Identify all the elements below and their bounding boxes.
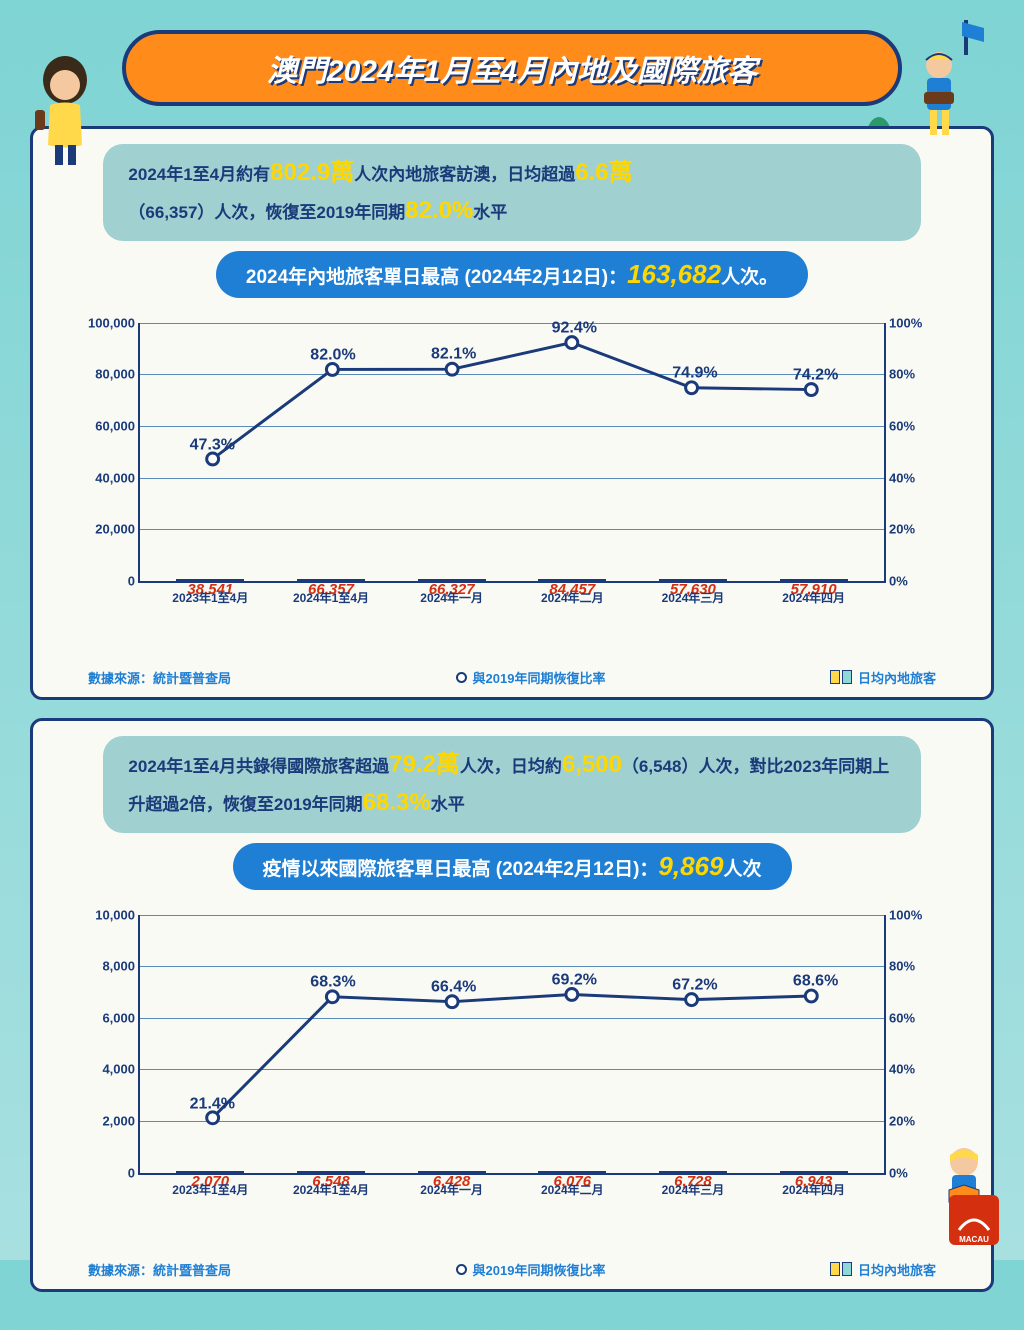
y-tick-left: 60,000 [80, 418, 135, 433]
bar: 6,076 [538, 1171, 606, 1173]
legend-bar: 日均內地旅客 [830, 668, 936, 687]
bar: 6,943 [780, 1171, 848, 1173]
x-tick: 2024年三月 [633, 589, 753, 606]
y-tick-left: 20,000 [80, 522, 135, 537]
bar: 57,910 [780, 579, 848, 581]
x-tick: 2024年二月 [512, 1181, 632, 1198]
y-tick-right: 80% [889, 959, 939, 974]
bar: 6,548 [297, 1171, 365, 1173]
y-tick-left: 100,000 [80, 315, 135, 330]
mainland-panel: 2024年1至4月約有802.9萬人次內地旅客訪澳，日均超過6.6萬 （66,3… [30, 126, 994, 700]
international-chart: 00%2,00020%4,00040%6,00060%8,00080%10,00… [78, 905, 946, 1225]
bar: 66,327 [418, 579, 486, 581]
y-tick-right: 20% [889, 522, 939, 537]
y-tick-left: 0 [80, 573, 135, 588]
x-tick: 2024年1至4月 [271, 1181, 391, 1198]
girl-character-icon [20, 50, 120, 170]
y-tick-right: 20% [889, 1113, 939, 1128]
y-tick-left: 80,000 [80, 367, 135, 382]
legend-line: 與2019年同期恢復比率 [456, 668, 606, 687]
x-tick: 2024年四月 [754, 1181, 874, 1198]
pct-label: 82.0% [310, 346, 355, 364]
bar: 66,357 [297, 579, 365, 581]
y-tick-right: 60% [889, 418, 939, 433]
y-tick-left: 40,000 [80, 470, 135, 485]
source-text: 數據來源：統計暨普查局 [88, 1260, 231, 1279]
macau-logo-icon: MACAU [949, 1195, 999, 1245]
svg-text:MACAU: MACAU [959, 1235, 989, 1244]
x-tick: 2024年二月 [512, 589, 632, 606]
y-tick-left: 0 [80, 1165, 135, 1180]
y-tick-right: 0% [889, 573, 939, 588]
x-tick: 2024年三月 [633, 1181, 753, 1198]
x-tick: 2023年1至4月 [150, 589, 270, 606]
pct-label: 66.4% [431, 979, 476, 997]
pct-label: 74.9% [672, 365, 717, 383]
source-text: 數據來源：統計暨普查局 [88, 668, 231, 687]
x-tick: 2024年四月 [754, 589, 874, 606]
pct-label: 21.4% [190, 1096, 235, 1114]
y-tick-left: 8,000 [80, 959, 135, 974]
y-tick-left: 2,000 [80, 1113, 135, 1128]
pct-label: 68.3% [310, 974, 355, 992]
legend-line: 與2019年同期恢復比率 [456, 1260, 606, 1279]
mainland-info: 2024年1至4月約有802.9萬人次內地旅客訪澳，日均超過6.6萬 （66,3… [103, 144, 920, 241]
international-footer: 數據來源：統計暨普查局 與2019年同期恢復比率 日均內地旅客 [88, 1260, 936, 1279]
pct-label: 82.1% [431, 346, 476, 364]
pct-label: 67.2% [672, 976, 717, 994]
mainland-peak: 2024年內地旅客單日最高 (2024年2月12日)：163,682人次。 [216, 251, 808, 298]
international-panel: 2024年1至4月共錄得國際旅客超過79.2萬人次，日均約6,500（6,548… [30, 718, 994, 1292]
y-tick-right: 100% [889, 315, 939, 330]
boy-tourist-icon [894, 20, 994, 160]
x-tick: 2024年1至4月 [271, 589, 391, 606]
y-tick-right: 100% [889, 907, 939, 922]
bar: 2,070 [176, 1171, 244, 1173]
main-title-text: 澳門2024年1月至4月內地及國際旅客 [267, 55, 757, 88]
mainland-footer: 數據來源：統計暨普查局 與2019年同期恢復比率 日均內地旅客 [88, 668, 936, 687]
bar: 57,630 [659, 579, 727, 581]
bar: 6,428 [418, 1171, 486, 1173]
pct-label: 47.3% [190, 436, 235, 454]
pct-label: 92.4% [552, 319, 597, 337]
international-info: 2024年1至4月共錄得國際旅客超過79.2萬人次，日均約6,500（6,548… [103, 736, 920, 833]
y-tick-right: 60% [889, 1010, 939, 1025]
x-tick: 2023年1至4月 [150, 1181, 270, 1198]
mainland-chart: 0 0% 20,000 20% 40,000 40% 60,000 60% 80,000 80% 1… [78, 313, 946, 633]
bar: 84,457 [538, 579, 606, 581]
y-tick-right: 80% [889, 367, 939, 382]
y-tick-left: 6,000 [80, 1010, 135, 1025]
x-tick: 2024年一月 [392, 1181, 512, 1198]
y-tick-right: 40% [889, 1062, 939, 1077]
pct-label: 69.2% [552, 971, 597, 989]
bar: 6,728 [659, 1171, 727, 1173]
legend-bar: 日均內地旅客 [830, 1260, 936, 1279]
pct-label: 68.6% [793, 973, 838, 991]
y-tick-left: 10,000 [80, 907, 135, 922]
main-title: 澳門2024年1月至4月內地及國際旅客 [122, 30, 902, 106]
international-peak: 疫情以來國際旅客單日最高 (2024年2月12日)：9,869人次 [233, 843, 792, 890]
y-tick-right: 40% [889, 470, 939, 485]
y-tick-left: 4,000 [80, 1062, 135, 1077]
pct-label: 74.2% [793, 366, 838, 384]
x-tick: 2024年一月 [392, 589, 512, 606]
bar: 38,541 [176, 579, 244, 581]
